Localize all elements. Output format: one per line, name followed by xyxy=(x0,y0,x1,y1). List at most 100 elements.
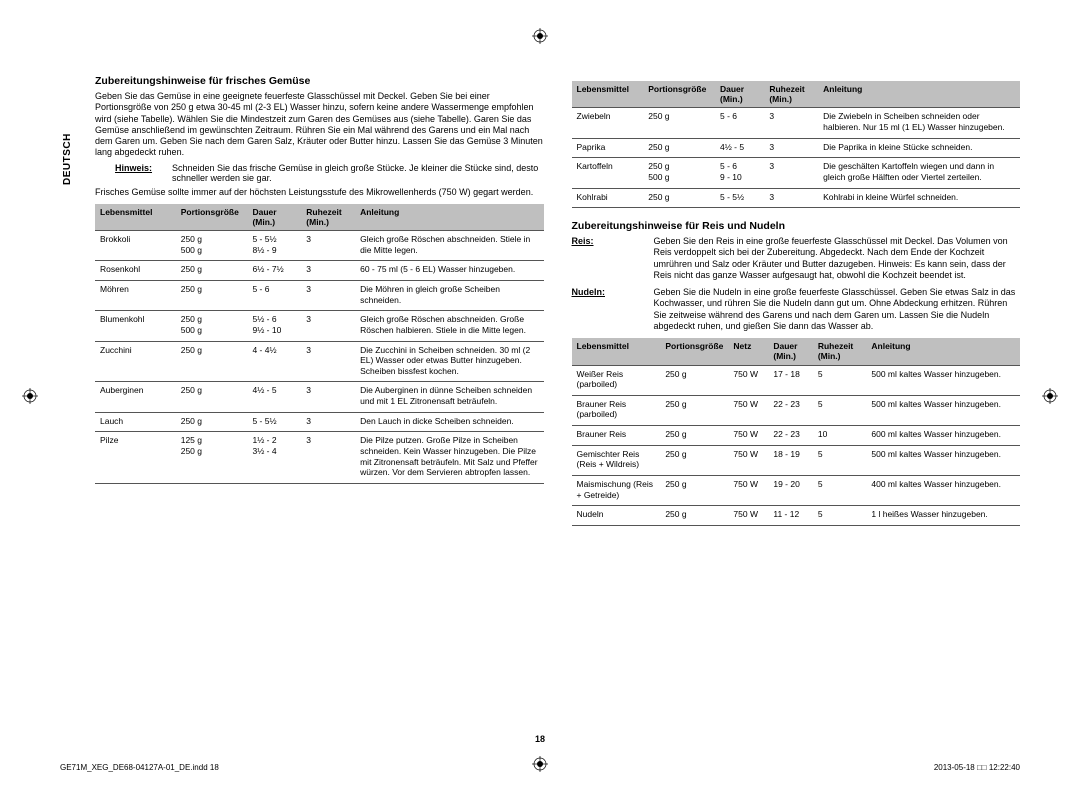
table-cell: Nudeln xyxy=(572,506,661,526)
table-header: Lebensmittel xyxy=(572,338,661,365)
table-cell: 750 W xyxy=(728,445,768,475)
table-cell: 3 xyxy=(301,382,355,412)
table-cell: 3 xyxy=(301,432,355,484)
table-cell: 250 g xyxy=(176,281,248,311)
left-column: Zubereitungshinweise für frisches Gemüse… xyxy=(95,75,544,732)
table-cell: Blumenkohl xyxy=(95,311,176,341)
table-header: Portionsgröße xyxy=(660,338,728,365)
page-content: Zubereitungshinweise für frisches Gemüse… xyxy=(95,75,1020,732)
table-row: Brauner Reis250 g750 W22 - 2310600 ml ka… xyxy=(572,426,1021,446)
table-cell: 3 xyxy=(301,311,355,341)
table-cell: Die Zwiebeln in Scheiben schneiden oder … xyxy=(818,108,1020,138)
table-cell: 3 xyxy=(764,158,818,188)
table-cell: Die Pilze putzen. Große Pilze in Scheibe… xyxy=(355,432,543,484)
table-cell: Die Auberginen in dünne Scheiben schneid… xyxy=(355,382,543,412)
hinweis-label: Hinweis: xyxy=(115,163,152,183)
table-cell: 500 ml kaltes Wasser hinzugeben. xyxy=(866,445,1020,475)
table-cell: 3 xyxy=(301,341,355,382)
table-cell: 1½ - 23½ - 4 xyxy=(247,432,301,484)
table-cell: 750 W xyxy=(728,365,768,395)
table-row: Paprika250 g4½ - 53Die Paprika in kleine… xyxy=(572,138,1021,158)
registration-mark-icon xyxy=(1042,388,1058,404)
table-cell: 5 xyxy=(813,365,867,395)
table-cell: Zwiebeln xyxy=(572,108,644,138)
table-header: Anleitung xyxy=(818,81,1020,108)
table-cell: 5½ - 69½ - 10 xyxy=(247,311,301,341)
table-cell: 250 g500 g xyxy=(176,231,248,261)
reis-def: Reis: Geben Sie den Reis in eine große f… xyxy=(572,236,1021,281)
table-row: Nudeln250 g750 W11 - 1251 l heißes Wasse… xyxy=(572,506,1021,526)
table-header: Netz xyxy=(728,338,768,365)
table-row: Kohlrabi250 g5 - 5½3Kohlrabi in kleine W… xyxy=(572,188,1021,208)
table-cell: 250 g xyxy=(176,382,248,412)
table-cell: Maismischung (Reis + Getreide) xyxy=(572,475,661,505)
left-para1: Geben Sie das Gemüse in eine geeignete f… xyxy=(95,91,544,159)
table-cell: 250 g xyxy=(660,365,728,395)
table-header: Anleitung xyxy=(355,204,543,231)
table-cell: Brauner Reis (parboiled) xyxy=(572,395,661,425)
table-cell: 5 - 6 xyxy=(247,281,301,311)
table-cell: 250 g xyxy=(643,108,715,138)
table-cell: 250 g500 g xyxy=(643,158,715,188)
table-row: Lauch250 g5 - 5½3Den Lauch in dicke Sche… xyxy=(95,412,544,432)
table-cell: 22 - 23 xyxy=(768,426,812,446)
table-row: Gemischter Reis (Reis + Wildreis)250 g75… xyxy=(572,445,1021,475)
table-cell: 600 ml kaltes Wasser hinzugeben. xyxy=(866,426,1020,446)
table-cell: 18 - 19 xyxy=(768,445,812,475)
table-cell: 4 - 4½ xyxy=(247,341,301,382)
veg-table: LebensmittelPortionsgrößeDauer(Min.)Ruhe… xyxy=(95,204,544,484)
table-cell: 400 ml kaltes Wasser hinzugeben. xyxy=(866,475,1020,505)
table-cell: 5 - 5½ xyxy=(715,188,764,208)
table-cell: Zucchini xyxy=(95,341,176,382)
table-cell: 250 g xyxy=(643,138,715,158)
table-row: Zwiebeln250 g5 - 63Die Zwiebeln in Schei… xyxy=(572,108,1021,138)
table-cell: 4½ - 5 xyxy=(715,138,764,158)
table-row: Möhren250 g5 - 63Die Möhren in gleich gr… xyxy=(95,281,544,311)
table-cell: 250 g xyxy=(660,475,728,505)
table-header: Anleitung xyxy=(866,338,1020,365)
table-cell: Kohlrabi in kleine Würfel schneiden. xyxy=(818,188,1020,208)
table-header: Ruhezeit(Min.) xyxy=(813,338,867,365)
table-cell: 4½ - 5 xyxy=(247,382,301,412)
table-cell: Paprika xyxy=(572,138,644,158)
table-cell: Die Zucchini in Scheiben schneiden. 30 m… xyxy=(355,341,543,382)
table-cell: 1 l heißes Wasser hinzugeben. xyxy=(866,506,1020,526)
table-cell: 250 g xyxy=(176,341,248,382)
registration-mark-icon xyxy=(532,28,548,44)
table-cell: 750 W xyxy=(728,506,768,526)
table-cell: 11 - 12 xyxy=(768,506,812,526)
table-cell: Brokkoli xyxy=(95,231,176,261)
table-cell: 750 W xyxy=(728,426,768,446)
table-cell: 3 xyxy=(764,188,818,208)
table-cell: 250 g xyxy=(176,261,248,281)
table-row: Maismischung (Reis + Getreide)250 g750 W… xyxy=(572,475,1021,505)
table-cell: 3 xyxy=(301,412,355,432)
footer-left: GE71M_XEG_DE68-04127A-01_DE.indd 18 xyxy=(60,763,219,772)
table-cell: 250 g xyxy=(176,412,248,432)
table-cell: 3 xyxy=(764,108,818,138)
right-title2: Zubereitungshinweise für Reis und Nudeln xyxy=(572,220,1021,232)
table-cell: Gleich große Röschen abschneiden. Große … xyxy=(355,311,543,341)
table-cell: Die geschälten Kartoffeln wiegen und dan… xyxy=(818,158,1020,188)
table-cell: 5 xyxy=(813,475,867,505)
left-para2: Frisches Gemüse sollte immer auf der höc… xyxy=(95,187,544,198)
table-cell: 10 xyxy=(813,426,867,446)
table-cell: 125 g250 g xyxy=(176,432,248,484)
table-cell: Die Paprika in kleine Stücke schneiden. xyxy=(818,138,1020,158)
hinweis: Hinweis: Schneiden Sie das frische Gemüs… xyxy=(115,163,544,183)
table-cell: 3 xyxy=(764,138,818,158)
table-cell: Lauch xyxy=(95,412,176,432)
table-cell: Den Lauch in dicke Scheiben schneiden. xyxy=(355,412,543,432)
reis-text: Geben Sie den Reis in eine große feuerfe… xyxy=(654,236,1021,281)
veg-table-cont: LebensmittelPortionsgrößeDauer(Min.)Ruhe… xyxy=(572,81,1021,208)
table-cell: 5 - 5½ xyxy=(247,412,301,432)
table-cell: 5 - 69 - 10 xyxy=(715,158,764,188)
table-cell: 500 ml kaltes Wasser hinzugeben. xyxy=(866,365,1020,395)
table-cell: Kartoffeln xyxy=(572,158,644,188)
table-cell: 250 g500 g xyxy=(176,311,248,341)
table-header: Portionsgröße xyxy=(176,204,248,231)
table-header: Dauer(Min.) xyxy=(247,204,301,231)
table-row: Rosenkohl250 g6½ - 7½360 - 75 ml (5 - 6 … xyxy=(95,261,544,281)
table-cell: Rosenkohl xyxy=(95,261,176,281)
table-cell: Die Möhren in gleich große Scheiben schn… xyxy=(355,281,543,311)
